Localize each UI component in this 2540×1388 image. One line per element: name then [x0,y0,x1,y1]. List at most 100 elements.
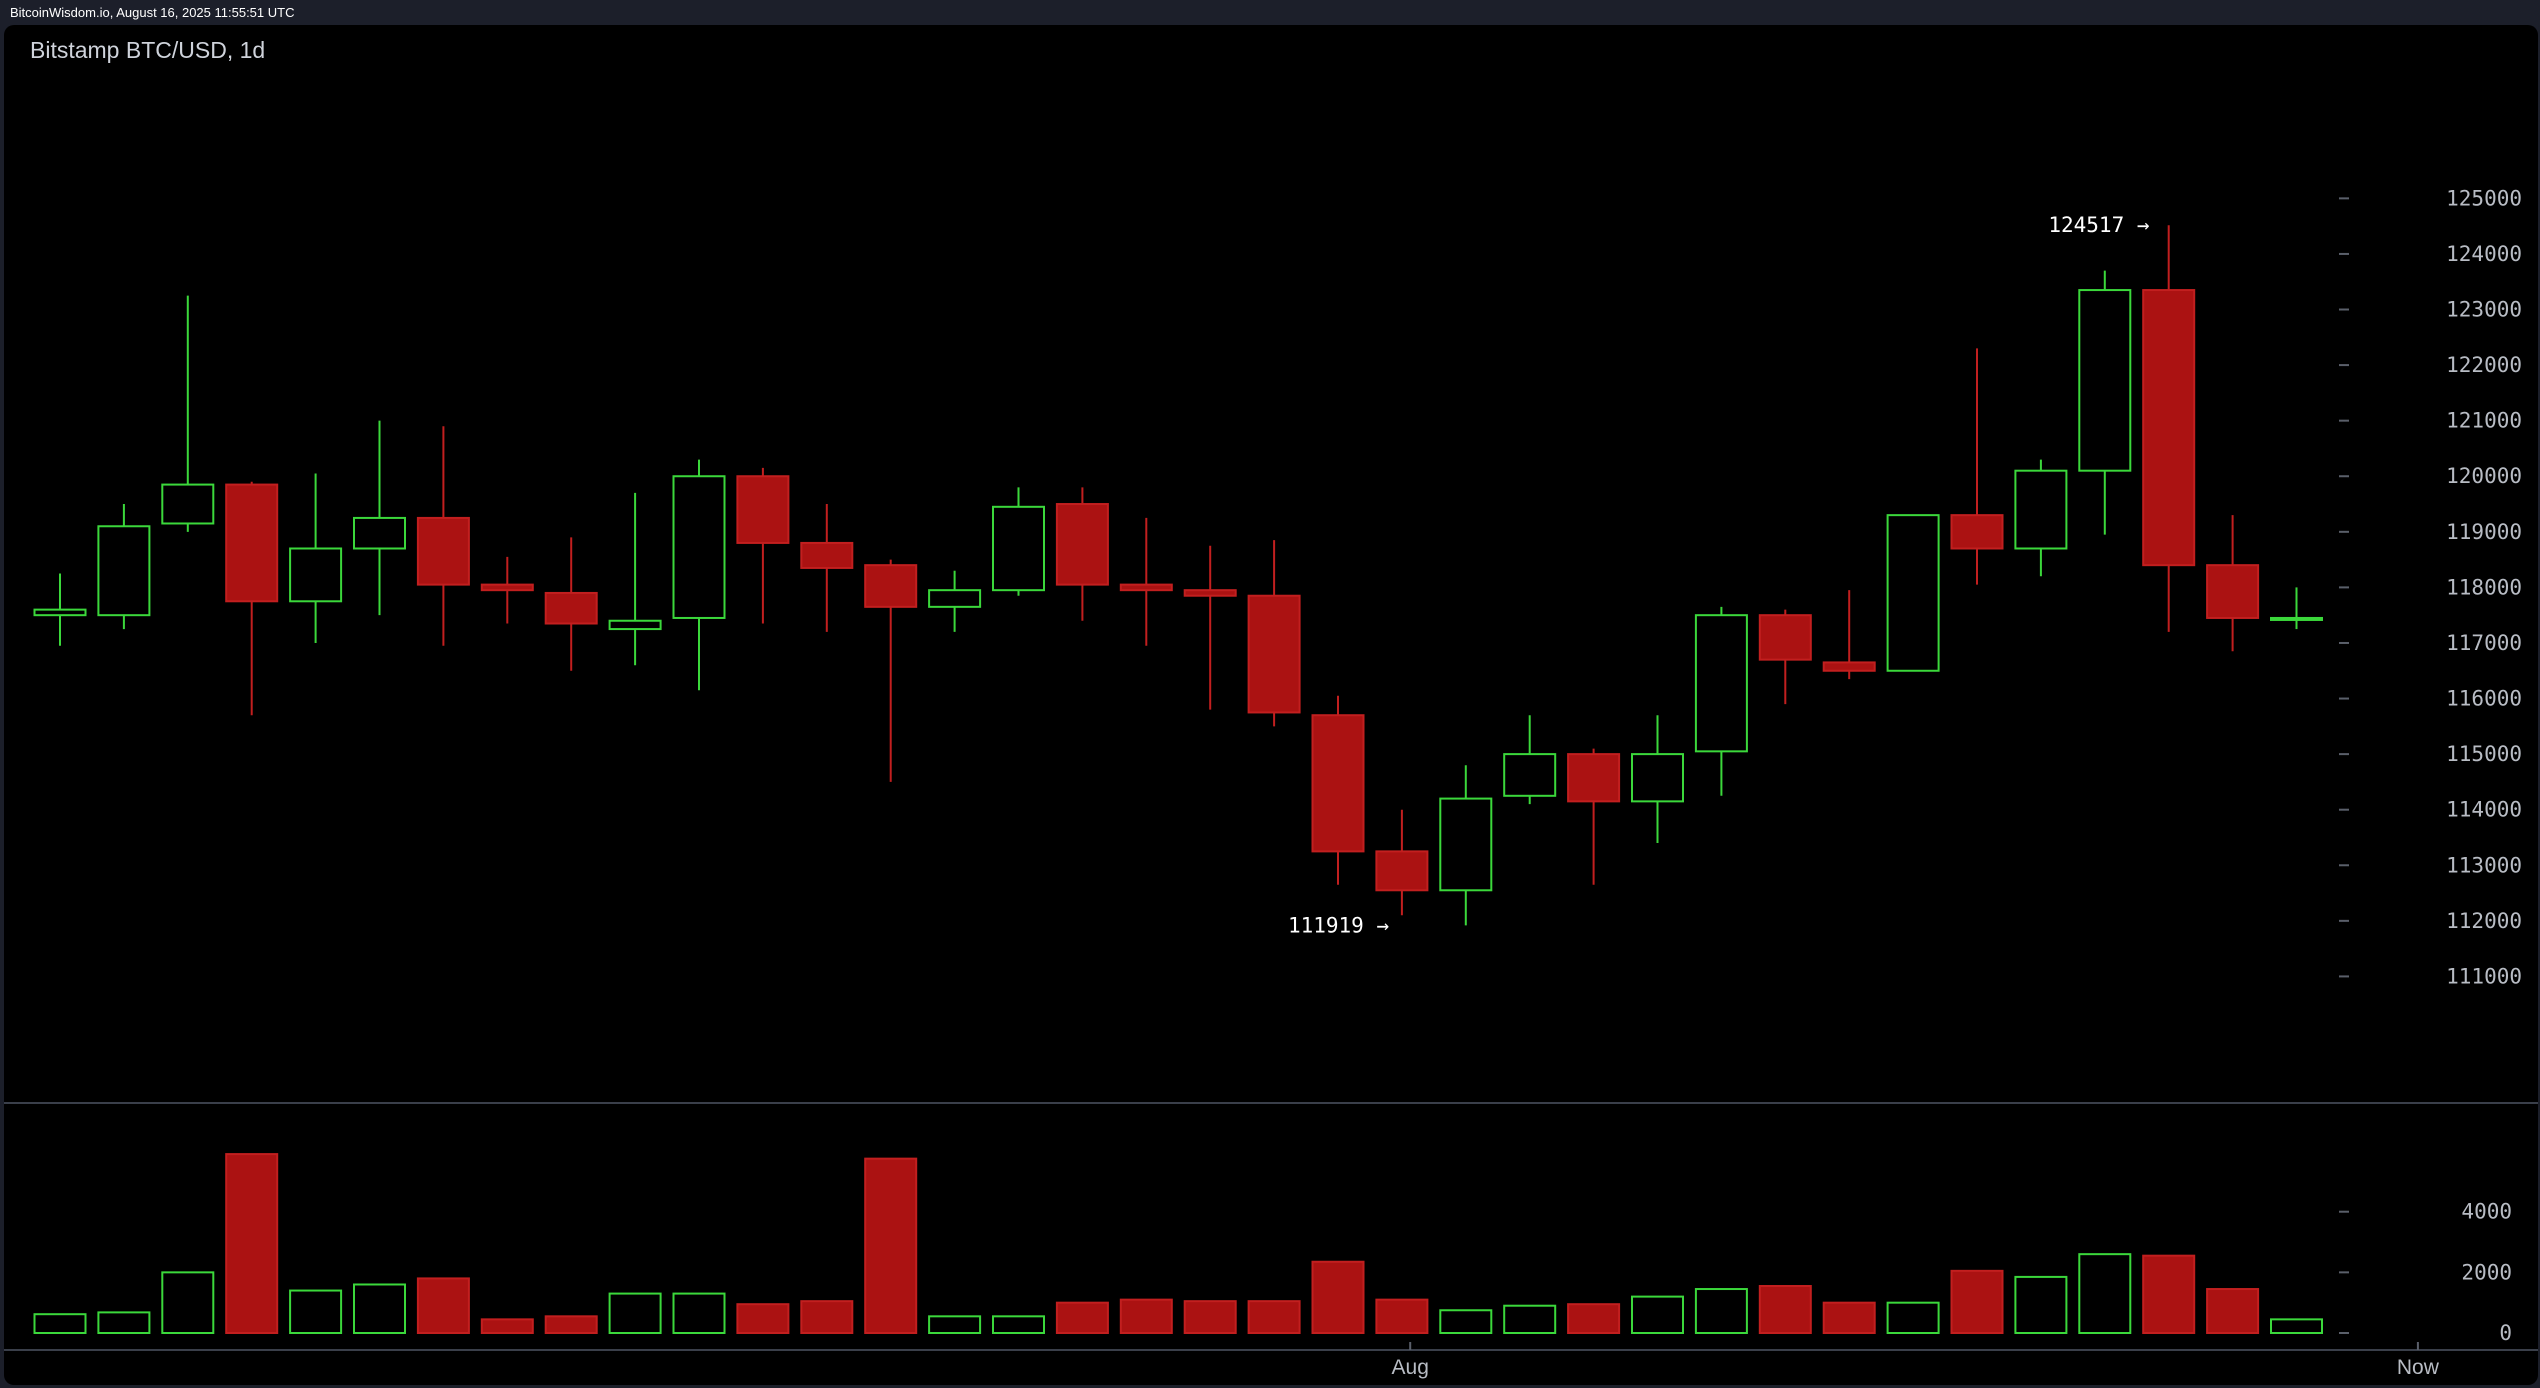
chart-frame[interactable]: 125000 124000 123000 122000 121000 120000 1190… [4,25,2538,1385]
price-tick-label: 111000 [2446,964,2522,988]
candle-body [2270,616,2323,621]
price-tick-label: 122000 [2446,353,2522,377]
candle-body [1183,589,1237,597]
candle-body [1311,714,1365,853]
volume-bar [1375,1298,1429,1334]
candle-body [1758,614,1812,661]
volume-bar [1950,1269,2004,1335]
volume-bar [97,1311,151,1334]
volume-bar [1055,1301,1109,1334]
candle-body [1247,594,1301,714]
candles [33,225,2323,926]
candle-body [2206,564,2260,619]
price-tick-label: 117000 [2446,631,2522,655]
price-tick-label: 112000 [2446,909,2522,933]
candle-body [97,525,151,617]
volume-tick-label: 0 [2499,1321,2512,1345]
volume-bar [1183,1300,1237,1334]
price-tick-label: 116000 [2446,687,2522,711]
candle-body [544,591,598,625]
candle-body [1375,850,1429,892]
volume-bars [33,1153,2323,1335]
x-tick-label: Now [2397,1356,2440,1379]
price-tick-label: 113000 [2446,853,2522,877]
candle-body [608,619,662,631]
volume-bar [353,1283,406,1335]
volume-bar [1694,1288,1748,1334]
x-tick-label: Aug [1392,1356,1429,1379]
candle-body [2078,289,2132,472]
candle-body [225,483,279,603]
volume-axis: 4000 2000 0 [2339,1200,2512,1345]
price-tick-label: 119000 [2446,520,2522,544]
price-tick-label: 125000 [2446,186,2522,210]
candle-body [1886,514,1940,672]
price-tick-label: 124000 [2446,242,2522,266]
volume-bar [2142,1254,2196,1334]
volume-tick-label: 2000 [2461,1260,2512,1284]
volume-bar [544,1315,598,1335]
volume-bar [33,1313,87,1334]
volume-bar [480,1318,534,1335]
candle-body [1822,661,1876,672]
price-tick-label: 120000 [2446,464,2522,488]
candle-body [353,516,406,550]
volume-bar [1822,1301,1876,1334]
candle-body [1119,583,1173,592]
volume-bar [608,1292,662,1335]
candle-body [1055,503,1109,586]
volume-bar [864,1157,918,1334]
price-annotation: 111919 → [1288,913,1389,937]
price-axis: 125000 124000 123000 122000 121000 120000 1190… [2339,186,2522,988]
price-annotation: 124517 → [2048,213,2149,237]
price-tick-label: 118000 [2446,575,2522,599]
candle-body [2014,469,2068,550]
candle-body [289,547,343,603]
volume-bar [1567,1303,1621,1335]
candle-body [1950,514,2004,550]
candle-body [161,483,215,525]
candle-body [672,475,726,619]
volume-tick-label: 4000 [2461,1200,2512,1224]
volume-bar [928,1315,982,1335]
price-tick-label: 123000 [2446,298,2522,322]
candle-body [33,608,87,617]
volume-bar [1886,1301,1940,1334]
volume-bar [416,1277,470,1334]
volume-bar [2206,1288,2260,1334]
volume-bar [289,1289,343,1334]
x-axis-labels: Aug Now [1392,1342,2440,1379]
volume-bar [2078,1253,2132,1334]
volume-bar [672,1292,726,1335]
candle-body [1694,614,1748,753]
volume-bar [1247,1300,1301,1334]
candle-body [1567,753,1621,803]
volume-bar [800,1300,854,1334]
volume-bar [1119,1298,1173,1334]
timestamp: BitcoinWisdom.io, August 16, 2025 11:55:… [10,5,295,20]
volume-bar [992,1315,1045,1335]
candle-body [416,516,470,586]
volume-bar [2270,1318,2323,1335]
annotations: 124517 → 111919 → [1288,213,2150,937]
volume-bar [736,1303,790,1335]
price-volume-chart[interactable]: 125000 124000 123000 122000 121000 120000 1190… [4,25,2538,1385]
candle-body [1503,753,1557,797]
volume-bar [2014,1275,2068,1334]
candle-body [736,475,790,544]
candle-body [928,589,982,608]
volume-bar [161,1271,215,1335]
candle-body [1439,797,1493,892]
top-bar: BitcoinWisdom.io, August 16, 2025 11:55:… [0,0,2540,24]
volume-bar [1503,1304,1557,1335]
candle-body [864,564,918,608]
candle-body [2142,289,2196,567]
price-tick-label: 115000 [2446,742,2522,766]
volume-bar [1439,1309,1493,1334]
chart-title: Bitstamp BTC/USD, 1d [30,37,266,63]
candle-body [1631,753,1684,803]
candle-body [992,505,1045,592]
volume-bar [1631,1295,1684,1335]
candle-body [800,541,854,569]
price-tick-label: 114000 [2446,798,2522,822]
